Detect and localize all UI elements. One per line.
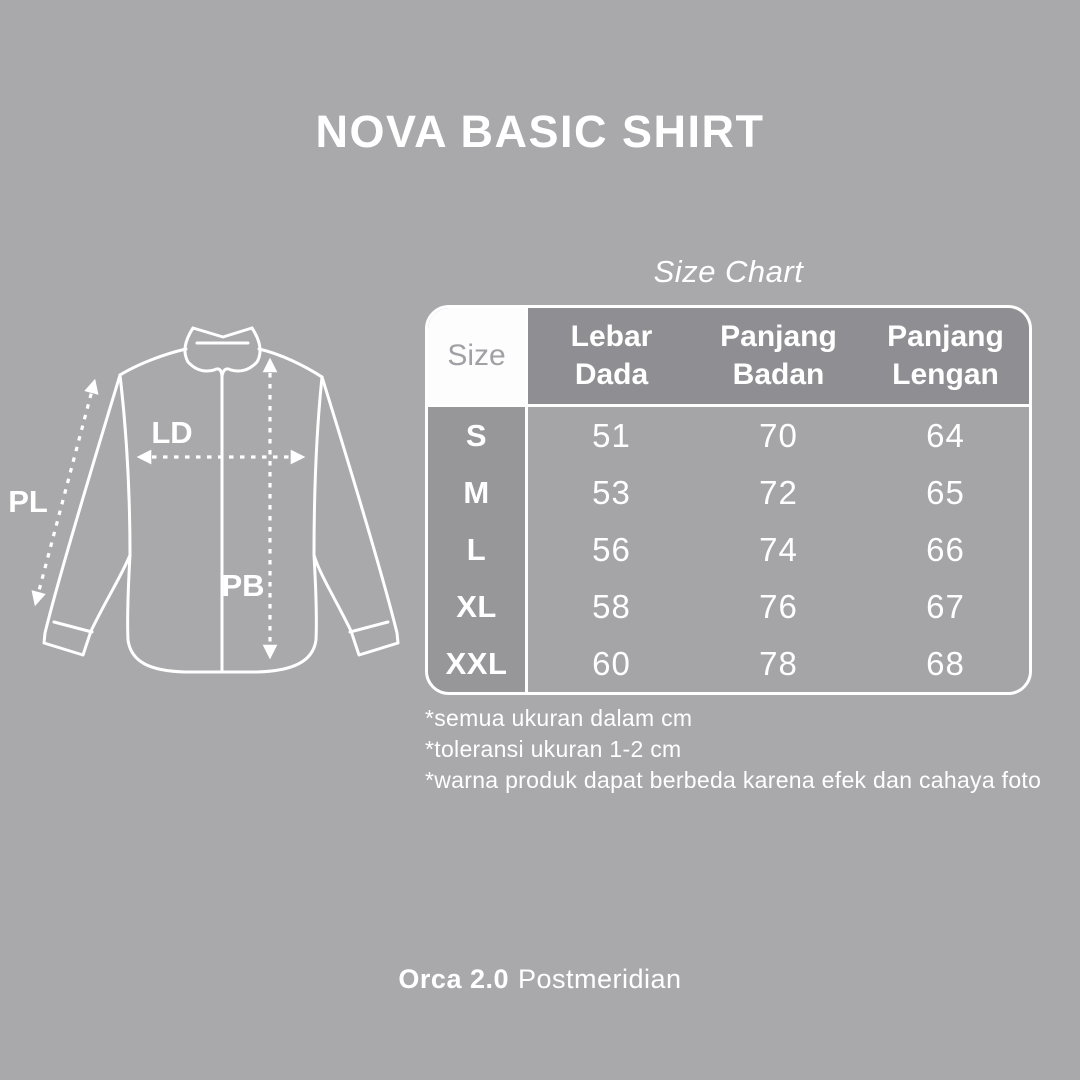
collar-right-flap — [220, 326, 262, 378]
cell-l-panjang-lengan: 66 — [862, 521, 1029, 578]
right-shoulder — [257, 347, 324, 379]
shirt-diagram: PL LD PB — [8, 326, 400, 674]
note-unit: *semua ukuran dalam cm — [425, 705, 693, 731]
cell-xl-panjang-badan: 76 — [695, 578, 862, 635]
cell-xxl-panjang-badan: 78 — [695, 635, 862, 692]
right-sleeve — [312, 375, 400, 657]
notes-block: *semua ukuran dalam cm *toleransi ukuran… — [425, 703, 1065, 796]
note-tolerance: *toleransi ukuran 1-2 cm — [425, 736, 682, 762]
cell-l-lebar-dada: 56 — [528, 521, 695, 578]
row-header-l: L — [428, 521, 528, 578]
collar-back — [191, 326, 254, 339]
cell-xxl-lebar-dada: 60 — [528, 635, 695, 692]
label-pb: PB — [221, 568, 264, 603]
row-header-xl: XL — [428, 578, 528, 635]
column-header-panjang-badan: Panjang Badan — [695, 308, 862, 407]
size-chart-heading: Size Chart — [653, 254, 804, 289]
cell-xl-lebar-dada: 58 — [528, 578, 695, 635]
row-header-xxl: XXL — [428, 635, 528, 692]
right-cuff-line — [348, 620, 390, 634]
cell-s-lebar-dada: 51 — [528, 407, 695, 464]
collar-left-flap — [183, 326, 224, 378]
label-pl: PL — [8, 484, 48, 519]
column-header-panjang-lengan: Panjang Lengan — [862, 308, 1029, 407]
row-header-s: S — [428, 407, 528, 464]
measure-arrows — [31, 357, 306, 660]
page-title: NOVA BASIC SHIRT — [315, 106, 765, 157]
column-header-lebar-dada: Lebar Dada — [528, 308, 695, 407]
cell-s-panjang-badan: 70 — [695, 407, 862, 464]
cell-xl-panjang-lengan: 67 — [862, 578, 1029, 635]
row-header-m: M — [428, 464, 528, 521]
cell-s-panjang-lengan: 64 — [862, 407, 1029, 464]
left-sleeve — [42, 373, 132, 657]
right-armhole — [312, 375, 324, 557]
note-color-disclaimer: *warna produk dapat berbeda karena efek … — [425, 767, 1042, 793]
corner-size-header: Size — [428, 308, 528, 407]
cell-xxl-panjang-lengan: 68 — [862, 635, 1029, 692]
label-ld: LD — [151, 415, 192, 450]
left-armhole — [118, 373, 132, 557]
cell-m-panjang-badan: 72 — [695, 464, 862, 521]
footer: Orca 2.0 Postmeridian — [0, 964, 1080, 995]
left-shoulder — [118, 347, 188, 377]
cell-m-lebar-dada: 53 — [528, 464, 695, 521]
cell-m-panjang-lengan: 65 — [862, 464, 1029, 521]
left-cuff-line — [52, 620, 94, 634]
size-chart-table: Size Lebar Dada Panjang Badan Panjang Le… — [425, 305, 1032, 695]
footer-brand: Orca 2.0 — [398, 964, 509, 994]
sleeve-length-arrow — [31, 378, 99, 607]
footer-series: Postmeridian — [518, 964, 682, 994]
cell-l-panjang-badan: 74 — [695, 521, 862, 578]
shirt-outline — [42, 326, 400, 674]
